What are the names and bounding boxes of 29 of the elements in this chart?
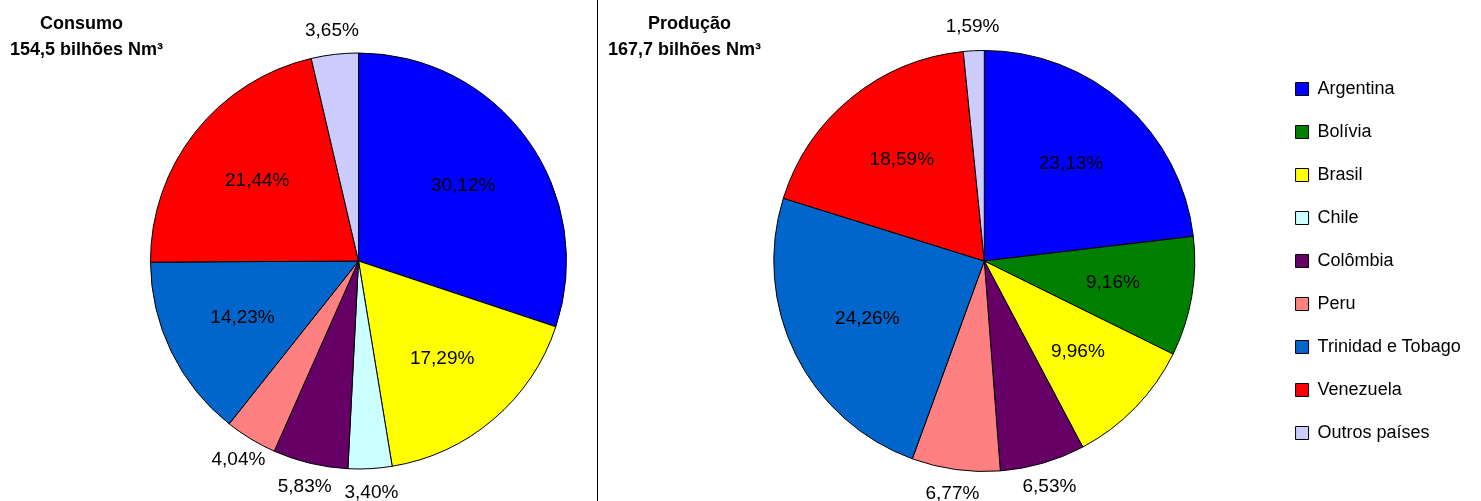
data-label: 18,59% <box>869 148 935 170</box>
data-label: 30,12% <box>430 173 496 195</box>
data-label: 17,29% <box>409 347 475 369</box>
chart-title: Produção <box>647 12 732 35</box>
data-label: 1,59% <box>945 15 1000 37</box>
data-label: 9,96% <box>1050 340 1105 362</box>
data-label: 4,04% <box>211 447 266 469</box>
legend-label: Venezuela <box>1317 378 1403 399</box>
data-label: 6,53% <box>1022 474 1077 496</box>
data-label: 3,40% <box>344 480 399 501</box>
data-label: 24,26% <box>835 307 900 329</box>
legend-label: Outros países <box>1317 421 1430 442</box>
legend-label: Argentina <box>1317 77 1396 98</box>
data-label: 23,13% <box>1038 151 1104 173</box>
legend-label: Peru <box>1317 292 1356 313</box>
legend-label: Colômbia <box>1317 249 1395 270</box>
text: 167,7 bilhões Nm³ <box>608 38 762 61</box>
legend-label: Trinidad e Tobago <box>1317 335 1461 356</box>
data-label: 6,77% <box>925 481 980 501</box>
data-label: 3,65% <box>305 18 359 40</box>
text: 154,5 bilhões Nm³ <box>10 38 164 61</box>
data-label: 14,23% <box>210 305 275 327</box>
legend-label: Chile <box>1317 206 1359 227</box>
data-label: 5,83% <box>277 474 332 496</box>
legend-label: Bolívia <box>1317 120 1373 141</box>
legend-label: Brasil <box>1317 163 1363 184</box>
data-label: 9,16% <box>1085 271 1140 293</box>
data-label: 21,44% <box>225 169 290 191</box>
chart-title: Consumo <box>39 12 124 35</box>
